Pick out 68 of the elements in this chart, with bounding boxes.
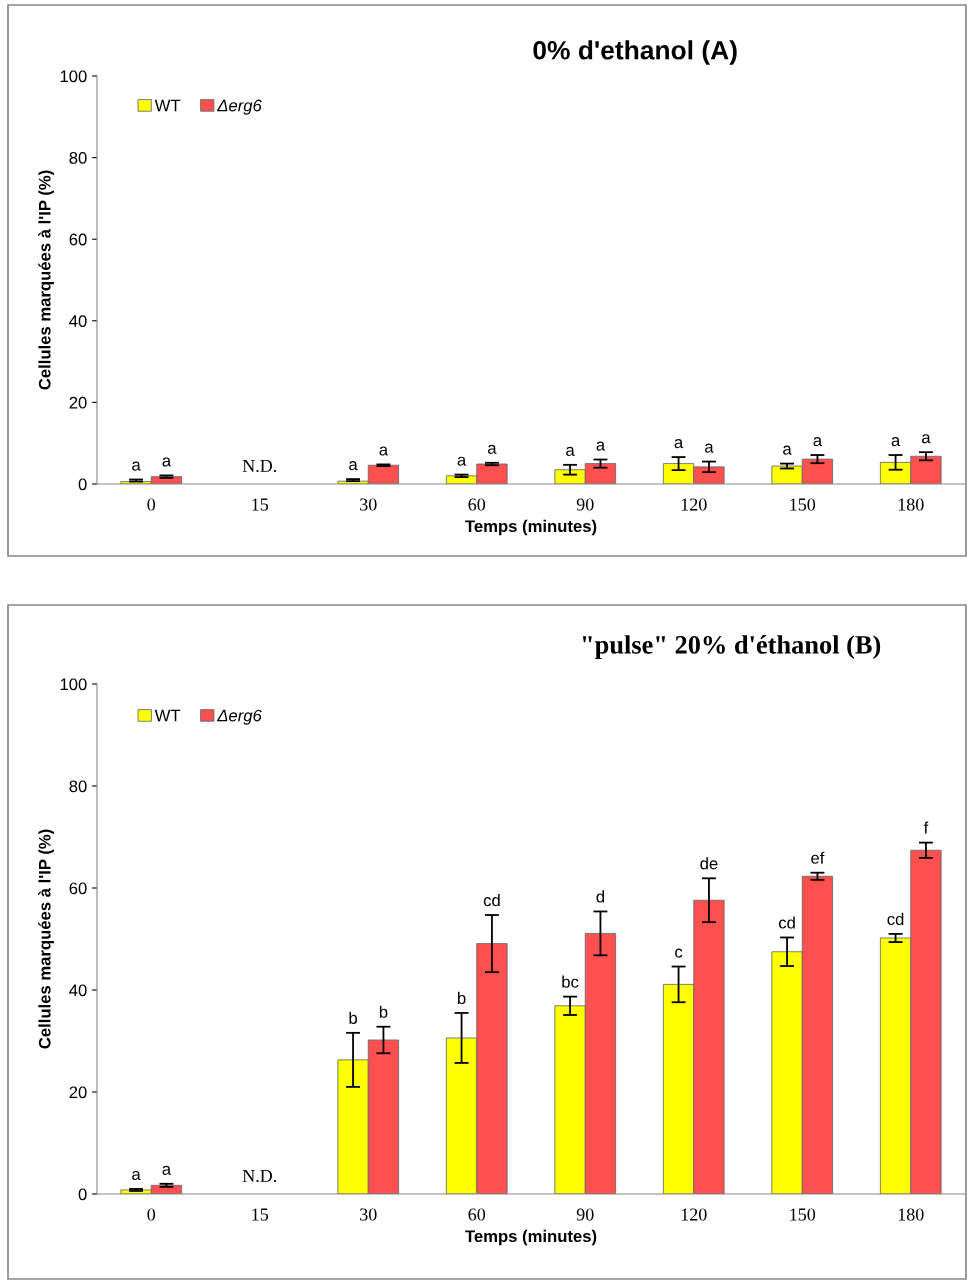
data-label: a (349, 461, 358, 471)
y-tick-label: 60 (69, 233, 87, 246)
y-axis-title: Cellules marquées à l'IP (%) (38, 829, 54, 1049)
data-label: a (891, 437, 901, 447)
data-label: a (813, 437, 823, 447)
y-tick-label: 100 (60, 678, 87, 691)
x-tick-label: 15 (252, 498, 269, 511)
y-tick-label: 20 (69, 1086, 87, 1099)
data-label: a (132, 1170, 141, 1181)
y-tick-label: 0 (78, 478, 87, 491)
x-tick-label: 30 (360, 1208, 377, 1221)
x-axis-title: Temps (minutes) (465, 1229, 597, 1246)
data-label: a (674, 439, 684, 449)
data-label: a (488, 444, 497, 454)
legend-label: Δerg6 (216, 709, 262, 725)
data-label: ef (811, 851, 825, 864)
x-tick-label: 150 (790, 1208, 816, 1221)
x-tick-label: 180 (898, 498, 924, 511)
data-label: a (457, 456, 467, 466)
data-label: b (458, 991, 466, 1005)
data-label: a (162, 1165, 172, 1175)
x-tick-label: 180 (898, 1208, 924, 1221)
data-label: b (349, 1011, 357, 1024)
y-tick-label: 20 (69, 396, 87, 409)
data-label: c (675, 948, 683, 958)
chart-title: 0% d'ethanol (A) (533, 40, 737, 65)
y-tick-label: 80 (69, 152, 87, 164)
x-tick-label: 150 (790, 498, 816, 511)
data-label: cd (778, 916, 795, 929)
x-tick-label: 120 (681, 1208, 707, 1221)
x-tick-label: 60 (468, 498, 486, 511)
data-label: f (923, 821, 929, 834)
y-tick-label: 100 (60, 70, 87, 83)
y-tick-label: 0 (78, 1188, 87, 1201)
x-tick-label: 15 (252, 1208, 269, 1221)
data-label: a (162, 457, 172, 467)
y-tick-label: 80 (69, 780, 87, 793)
data-label: a (922, 434, 931, 444)
data-label: a (783, 445, 792, 455)
data-label: b (379, 1005, 388, 1018)
data-label: de (700, 857, 718, 870)
y-tick-label: 60 (69, 882, 87, 895)
x-tick-label: 90 (576, 498, 594, 511)
y-axis-title: Cellules marquées à l'IP (%) (38, 170, 54, 390)
annotation: N.D. (242, 1170, 277, 1183)
legend-label: WT (154, 99, 181, 112)
data-label: a (132, 461, 141, 471)
x-axis-title: Temps (minutes) (465, 519, 597, 536)
data-label: cd (483, 893, 500, 907)
y-tick-label: 40 (69, 984, 87, 997)
x-tick-label: 60 (468, 1208, 486, 1221)
data-label: a (566, 446, 575, 456)
y-tick-label: 40 (69, 315, 87, 327)
x-tick-label: 120 (681, 498, 707, 511)
x-tick-label: 0 (147, 498, 156, 511)
data-label: cd (887, 912, 904, 926)
data-label: a (596, 441, 606, 451)
x-tick-label: 0 (147, 1208, 156, 1221)
x-tick-label: 30 (360, 498, 377, 511)
data-label: a (379, 446, 389, 456)
data-label: a (705, 443, 714, 453)
legend-label: WT (154, 709, 181, 722)
annotation: N.D. (242, 460, 277, 473)
data-label: d (596, 890, 604, 903)
chart-title: "pulse" 20% d'éthanol (B) (582, 635, 881, 660)
legend-label: Δerg6 (216, 99, 262, 115)
data-label: bc (562, 975, 579, 988)
x-tick-label: 90 (576, 1208, 594, 1221)
